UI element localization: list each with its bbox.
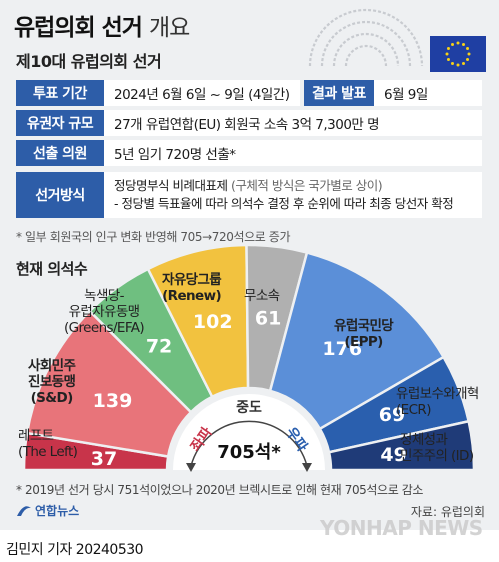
electorate-value: 27개 유럽연합(EU) 회원국 소속 3억 7,300만 명 [104,110,482,136]
flag-star [451,42,454,46]
method-row: 선거방식 정당명부식 비례대표제 (구체적 방식은 국가별로 상이) - 정당별… [16,172,482,218]
seat-value-label: 72 [146,336,172,358]
main-title: 유럽의회 선거 개요 [14,15,190,41]
parliament-chamber-icon [308,8,424,67]
electorate-label: 유권자 규모 [16,110,104,136]
total-seats-label: 705석* [217,442,281,463]
title-bold: 유럽의회 선거 [14,15,143,41]
label-independent: 무소속 [244,288,280,304]
seat-value-label: 69 [379,404,405,426]
label-greens: 녹색당- 유럽자유동맹 (Greens/EFA) [64,288,145,336]
arrow-right-icon [302,463,312,472]
flag-star [446,58,450,61]
method-line2: - 정당별 득표율에 따라 의석수 결정 후 순위에 따라 최종 당선자 확정 [114,196,454,211]
flag-star [462,42,465,46]
seat-segment [268,251,446,431]
flag-star [467,52,471,56]
label-epp: 유럽국민당 (EPP) [334,318,394,350]
seat-segment [327,419,476,472]
flag-star [445,52,449,56]
vote-period-row: 투표 기간 2024년 6월 6일 ~ 9일 (4일간) [16,80,300,106]
title-light: 개요 [148,15,190,41]
flag-star [456,41,460,45]
seats-title: 현재 의석수 [16,260,88,278]
reporter-byline: 김민지 기자 20240530 [6,542,144,558]
seat-value-label: 176 [322,338,362,360]
seat-value-label: 61 [255,308,281,330]
result-row: 결과 발표 6월 9일 [304,80,482,106]
label-renew: 자유당그룹 (Renew) [162,272,222,304]
seat-value-label: 139 [93,390,133,412]
footer-note: * 2019년 선거 당시 751석이었으나 2020년 브렉시트로 인해 현재… [16,483,424,497]
flag-star [462,62,465,66]
flag-star [466,47,470,50]
watermark: YONHAP NEWS [320,516,483,540]
vote-period-value: 2024년 6월 6일 ~ 9일 (4일간) [104,80,300,106]
flag-star [446,47,450,50]
flag-star [466,58,470,61]
result-label: 결과 발표 [304,80,374,106]
elected-value: 5년 임기 720명 선출* [104,140,482,166]
label-ecr: 유럽보수와개혁 (ECR) [396,386,479,418]
flag-star [456,63,460,67]
method-note: (구체적 방식은 국가별로 상이) [230,178,383,193]
yonhap-logo: 연합뉴스 [16,502,79,519]
method-label: 선거방식 [16,172,104,218]
center-disc [173,394,325,470]
yonhap-logo-icon [17,505,31,516]
label-left: 레프트 (The Left) [18,428,78,460]
seat-value-label: 102 [193,311,233,333]
seat-value-label: 37 [91,448,117,470]
label-id: 정체성과 민주주의 (ID) [400,432,474,464]
title-block: 유럽의회 선거 개요 [14,8,190,42]
center-label: 중도 [236,400,262,416]
elected-label: 선출 의원 [16,140,104,166]
eu-flag-icon [430,36,486,72]
seat-value-label: 49 [380,444,406,466]
seat-segment [25,309,193,458]
source-text: 자료: 유럽의회 [410,505,485,519]
spectrum-arc [190,420,308,467]
vote-period-label: 투표 기간 [16,80,104,106]
label-sd: 사회민주 진보동맹 (S&D) [28,358,76,406]
result-value: 6월 9일 [374,80,482,106]
elected-row: 선출 의원 5년 임기 720명 선출* [16,140,482,166]
seat-increase-note: * 일부 회원국의 인구 변화 반영해 705→720석으로 증가 [16,230,291,244]
flag-star [451,62,454,66]
subtitle: 제10대 유럽의회 선거 [16,52,162,71]
electorate-row: 유권자 규모 27개 유럽연합(EU) 회원국 소속 3억 7,300만 명 [16,110,482,136]
method-line1: 정당명부식 비례대표제 (구체적 방식은 국가별로 상이) [114,178,383,193]
arrow-left-icon [186,463,196,472]
method-value: 정당명부식 비례대표제 (구체적 방식은 국가별로 상이) - 정당별 득표율에… [104,172,482,218]
